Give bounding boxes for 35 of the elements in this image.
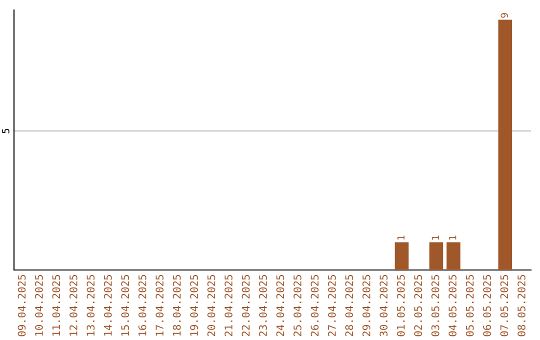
x-tick-label: 04.05.2025 [448, 275, 456, 336]
x-tick-label: 01.05.2025 [396, 275, 405, 336]
x-tick-label: 27.04.2025 [328, 275, 336, 336]
data-label: 1 [432, 236, 439, 240]
x-tick-label: 07.05.2025 [500, 275, 508, 336]
data-label: 1 [397, 236, 404, 240]
x-tick-label: 03.05.2025 [431, 275, 440, 336]
x-tick-label: 29.04.2025 [362, 275, 370, 336]
data-label: 9 [500, 13, 508, 18]
x-tick-label: 23.04.2025 [259, 275, 267, 336]
x-tick-label: 24.04.2025 [276, 275, 284, 336]
x-tick-label: 10.04.2025 [35, 275, 43, 336]
x-tick-label: 17.04.2025 [156, 275, 164, 336]
x-tick-label: 30.04.2025 [380, 275, 388, 336]
x-tick-label: 21.04.2025 [224, 275, 232, 336]
x-tick-label: 06.05.2025 [483, 275, 491, 336]
data-label: 1 [449, 236, 456, 240]
x-tick-label: 25.04.2025 [294, 275, 302, 336]
x-tick-label: 28.04.2025 [345, 275, 354, 336]
x-tick-label: 11.04.2025 [52, 275, 60, 336]
y-tick-label: 5 [2, 128, 10, 134]
x-tick-label: 13.04.2025 [86, 275, 95, 336]
x-tick-label: 15.04.2025 [121, 275, 130, 336]
x-tick-label: 16.04.2025 [138, 275, 146, 336]
x-tick-label: 19.04.2025 [190, 275, 198, 336]
x-tick-label: 22.04.2025 [242, 275, 250, 336]
x-tick-label: 14.04.2025 [104, 275, 112, 336]
x-tick-label: 12.04.2025 [69, 275, 78, 336]
x-tick-label: 09.04.2025 [18, 275, 26, 336]
x-tick-label: 26.04.2025 [310, 275, 319, 336]
x-tick-label: 08.05.2025 [518, 275, 526, 336]
x-tick-label: 05.05.2025 [466, 275, 474, 336]
x-tick-label: 02.05.2025 [414, 275, 422, 336]
x-tick-label: 20.04.2025 [207, 275, 216, 336]
x-tick-label: 18.04.2025 [172, 275, 181, 336]
